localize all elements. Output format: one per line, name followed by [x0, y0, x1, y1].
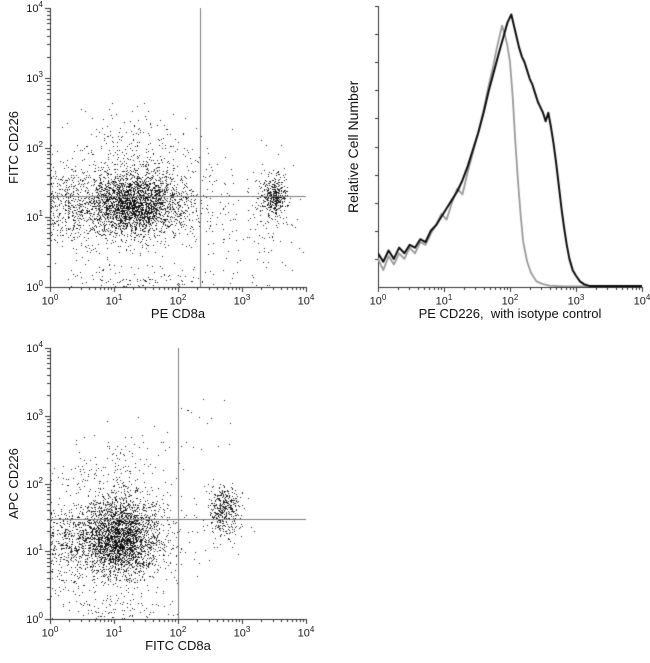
x-tick-label: 103 — [233, 293, 251, 308]
x-tick-label: 101 — [105, 625, 123, 640]
x-tick-label: 103 — [567, 293, 585, 308]
plot-canvas — [0, 0, 322, 337]
x-tick-label: 102 — [501, 293, 519, 308]
x-tick-label: 103 — [233, 625, 251, 640]
x-axis-label: FITC CD8a — [145, 638, 211, 653]
x-tick-label: 104 — [297, 293, 315, 308]
y-tick-label: 101 — [26, 543, 43, 559]
y-tick-label: 100 — [26, 279, 43, 294]
x-tick-label: 100 — [41, 293, 59, 308]
x-tick-label: 101 — [435, 293, 453, 308]
x-tick-label: 102 — [169, 293, 187, 308]
y-tick-label: 102 — [26, 139, 43, 155]
plot-canvas — [0, 342, 322, 663]
y-tick-label: 103 — [26, 407, 43, 423]
x-tick-label: 104 — [633, 293, 650, 308]
y-axis-label: Relative Cell Number — [345, 80, 361, 213]
y-tick-label: 104 — [26, 340, 43, 355]
y-tick-label: 101 — [26, 209, 43, 225]
x-axis-label: PE CD226, with isotype control — [418, 306, 602, 321]
y-tick-label: 104 — [26, 0, 43, 15]
x-axis-label: PE CD8a — [150, 306, 206, 321]
x-tick-label: 101 — [105, 293, 123, 308]
x-tick-label: 102 — [169, 625, 187, 640]
y-axis-label: APC CD226 — [6, 448, 21, 519]
y-tick-label: 103 — [26, 69, 43, 85]
y-tick-label: 102 — [26, 475, 43, 491]
scatter-plot-fitc-cd226-vs-pe-cd8a: FITC CD226 PE CD8a 100 101 102 103 104 100 101… — [0, 0, 322, 337]
scatter-plot-apc-cd226-vs-fitc-cd8a: APC CD226 FITC CD8a 100 101 102 103 104 100 10… — [0, 340, 322, 663]
y-tick-label: 100 — [26, 611, 43, 626]
x-tick-label: 100 — [41, 625, 59, 640]
y-axis-label: FITC CD226 — [6, 111, 21, 184]
histogram-pe-cd226: Relative Cell Number PE CD226, with isot… — [338, 0, 650, 337]
x-tick-label: 100 — [369, 293, 387, 308]
plot-canvas — [338, 0, 650, 337]
x-tick-label: 104 — [297, 625, 315, 640]
